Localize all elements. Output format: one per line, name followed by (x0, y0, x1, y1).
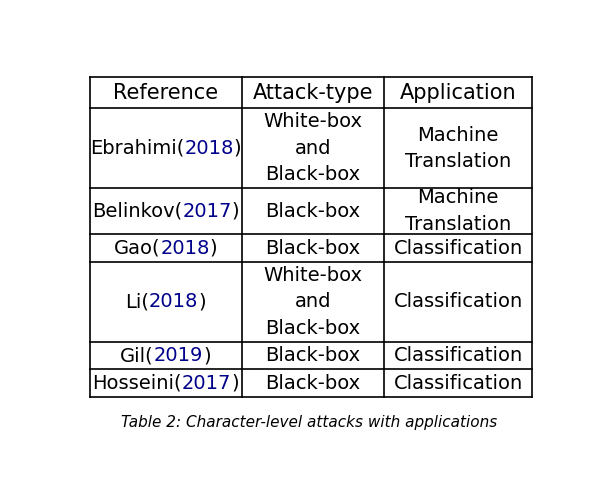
Text: ): ) (210, 239, 217, 258)
Text: 2018: 2018 (160, 239, 210, 258)
Text: Classification: Classification (394, 239, 523, 258)
Text: ): ) (231, 202, 239, 221)
Text: Hosseini(: Hosseini( (92, 374, 182, 393)
Text: Classification: Classification (394, 292, 523, 311)
Text: Classification: Classification (394, 374, 523, 393)
Text: Attack-type: Attack-type (253, 83, 373, 103)
Text: 2019: 2019 (154, 346, 204, 365)
Text: Reference: Reference (113, 83, 218, 103)
Text: 2017: 2017 (182, 374, 231, 393)
Text: ): ) (231, 374, 239, 393)
Text: ): ) (199, 292, 206, 311)
Text: Black-box: Black-box (266, 346, 361, 365)
Text: Black-box: Black-box (266, 239, 361, 258)
Text: 2018: 2018 (184, 139, 234, 158)
Text: Black-box: Black-box (266, 374, 361, 393)
Text: Gil(: Gil( (120, 346, 154, 365)
Text: Belinkov(: Belinkov( (92, 202, 182, 221)
Text: ): ) (204, 346, 211, 365)
Text: White-box
and
Black-box: White-box and Black-box (263, 112, 362, 184)
Text: Classification: Classification (394, 346, 523, 365)
Text: Machine
Translation: Machine Translation (405, 125, 512, 171)
Text: Machine
Translation: Machine Translation (405, 188, 512, 234)
Text: 2018: 2018 (149, 292, 199, 311)
Text: White-box
and
Black-box: White-box and Black-box (263, 266, 362, 338)
Text: Table 2: Character-level attacks with applications: Table 2: Character-level attacks with ap… (121, 415, 498, 430)
Text: Application: Application (400, 83, 516, 103)
Text: 2017: 2017 (182, 202, 231, 221)
Text: Gao(: Gao( (114, 239, 160, 258)
Text: Li(: Li( (125, 292, 149, 311)
Text: Black-box: Black-box (266, 202, 361, 221)
Text: Ebrahimi(: Ebrahimi( (90, 139, 184, 158)
Text: ): ) (234, 139, 241, 158)
